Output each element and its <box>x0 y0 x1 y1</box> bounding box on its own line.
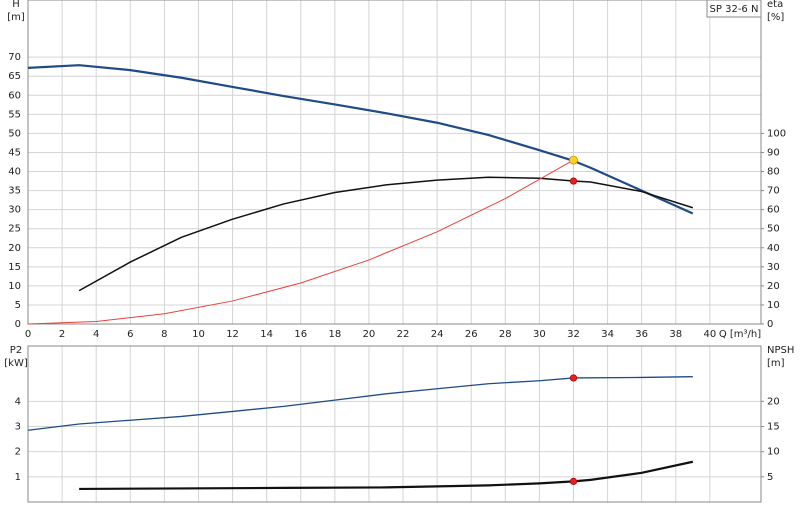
x-tick-label: 6 <box>127 329 133 340</box>
pump-title: SP 32-6 N <box>710 4 759 15</box>
y2-axis-unit: [%] <box>767 12 784 23</box>
x-tick-label: 16 <box>294 329 307 340</box>
y-axis-label: H <box>12 0 20 10</box>
y2-tick-label: 10 <box>767 447 780 458</box>
curve <box>79 460 694 491</box>
x-tick-label: 12 <box>226 329 239 340</box>
x-tick-label: 30 <box>533 329 546 340</box>
x-tick-label: 8 <box>161 329 167 340</box>
y2-tick-label: 60 <box>767 205 780 216</box>
y2-tick-label: 0 <box>767 319 773 330</box>
curve <box>27 376 693 431</box>
y-tick-label: 65 <box>8 71 21 82</box>
y-tick-label: 1 <box>15 472 21 483</box>
y2-tick-label: 50 <box>767 224 780 235</box>
x-tick-label: 40 <box>703 329 716 340</box>
y-tick-label: 0 <box>15 319 21 330</box>
operating-point <box>569 374 578 382</box>
y-axis-unit: [kW] <box>4 358 28 369</box>
x-tick-label: 22 <box>397 329 410 340</box>
y2-axis-unit: [m] <box>767 358 785 369</box>
x-tick-label: 26 <box>465 329 478 340</box>
y-tick-label: 5 <box>15 300 21 311</box>
x-tick-label: 2 <box>59 329 65 340</box>
x-tick-label: 4 <box>93 329 99 340</box>
y2-tick-label: 5 <box>767 472 773 483</box>
x-tick-label: 32 <box>567 329 580 340</box>
y-tick-label: 2 <box>15 447 21 458</box>
x-axis-label: Q [m³/h] <box>719 329 761 340</box>
y2-tick-label: 10 <box>767 300 780 311</box>
y2-tick-label: 40 <box>767 243 780 254</box>
x-tick-label: 20 <box>363 329 376 340</box>
curve <box>78 176 694 292</box>
x-tick-label: 28 <box>499 329 512 340</box>
y-tick-label: 45 <box>8 147 21 158</box>
title-box <box>706 0 762 18</box>
y-tick-label: 70 <box>8 52 21 63</box>
y-axis-unit: [m] <box>7 12 25 23</box>
y2-tick-label: 15 <box>767 422 780 433</box>
y-tick-label: 60 <box>8 90 21 101</box>
y-tick-label: 15 <box>8 262 21 273</box>
y2-tick-label: 20 <box>767 281 780 292</box>
curve <box>27 64 694 215</box>
y-tick-label: 55 <box>8 109 21 120</box>
y-tick-label: 40 <box>8 167 21 178</box>
operating-point <box>569 177 578 185</box>
operating-point <box>569 477 578 485</box>
y2-axis-label: NPSH <box>767 345 794 356</box>
y2-tick-label: 80 <box>767 167 780 178</box>
x-tick-label: 24 <box>431 329 444 340</box>
y2-tick-label: 70 <box>767 186 780 197</box>
x-tick-label: 18 <box>328 329 341 340</box>
y2-tick-label: 90 <box>767 147 780 158</box>
y-tick-label: 20 <box>8 243 21 254</box>
x-tick-label: 0 <box>25 329 31 340</box>
y2-tick-label: 30 <box>767 262 780 273</box>
y-tick-label: 3 <box>15 422 21 433</box>
y-tick-label: 10 <box>8 281 21 292</box>
curve <box>27 159 574 325</box>
y2-axis-label: eta <box>767 0 783 10</box>
plot-frame <box>27 345 762 503</box>
y-tick-label: 4 <box>15 396 21 407</box>
y-tick-label: 30 <box>8 205 21 216</box>
operating-point <box>569 155 578 165</box>
x-tick-label: 14 <box>260 329 273 340</box>
y-axis-label: P2 <box>10 345 22 356</box>
x-tick-label: 36 <box>635 329 648 340</box>
x-tick-label: 38 <box>669 329 682 340</box>
x-tick-label: 34 <box>601 329 614 340</box>
y-tick-label: 50 <box>8 128 21 139</box>
y-tick-label: 25 <box>8 224 21 235</box>
y2-tick-label: 20 <box>767 396 780 407</box>
plots: 0 2 4 6 8 10 12 14 16 18 20 22 24 26 28 30 32 34 36 38 40051… <box>4 0 794 503</box>
plot-frame <box>27 0 762 325</box>
x-tick-label: 10 <box>192 329 205 340</box>
y-tick-label: 35 <box>8 186 21 197</box>
y2-tick-label: 100 <box>767 128 786 139</box>
